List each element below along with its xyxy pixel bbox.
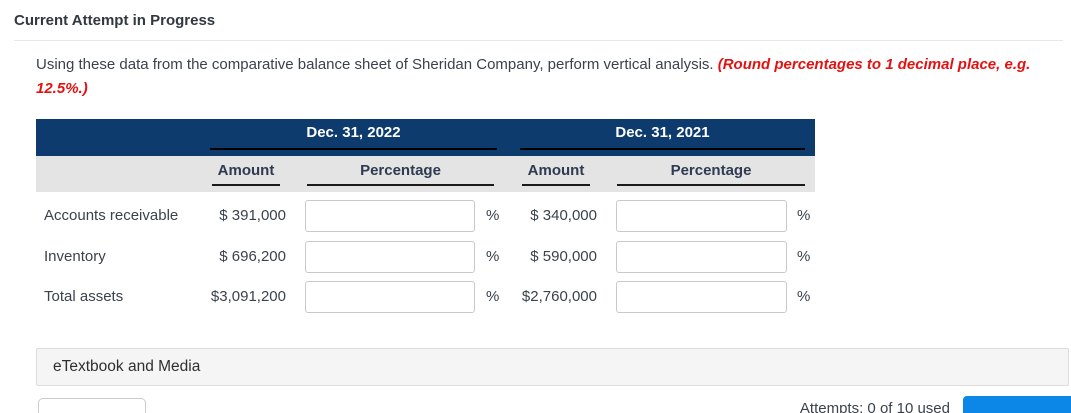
year-header-2021: Dec. 31, 2021 [615,124,710,141]
year-underline-2021 [520,148,805,150]
instruction-normal: Using these data from the comparative ba… [36,56,718,73]
divider [14,40,1063,41]
column-header-amount-2022: Amount [217,162,275,179]
percent-sign: % [486,288,500,305]
row-label: Total assets [44,288,124,305]
row-label: Inventory [44,248,106,265]
submit-button[interactable] [963,396,1071,413]
percentage-input-2022-accounts-receivable[interactable] [305,200,475,232]
column-underline [212,184,280,186]
column-header-amount-2021: Amount [527,162,585,179]
table-row-accounts-receivable: Accounts receivable $ 391,000 % $ 340,00… [36,196,815,237]
percent-sign: % [797,288,811,305]
column-header-percentage-2022: Percentage [360,162,441,179]
percent-sign: % [486,207,500,224]
amount-2022: $3,091,200 [210,288,286,305]
etextbook-and-media-section[interactable]: eTextbook and Media [36,348,1069,386]
percentage-input-2022-inventory[interactable] [305,241,475,273]
page-title: Current Attempt in Progress [14,12,216,29]
amount-2021: $ 590,000 [530,248,597,265]
etextbook-and-media-label: eTextbook and Media [53,358,201,375]
instruction-rounding-example: 12.5%.) [36,80,88,97]
year-header-2022: Dec. 31, 2022 [306,124,401,141]
vertical-analysis-table: Dec. 31, 2022 Dec. 31, 2021 Amount Perce… [36,119,815,331]
percent-sign: % [486,248,500,265]
percent-sign: % [797,248,811,265]
row-label: Accounts receivable [44,207,179,224]
table-row-inventory: Inventory $ 696,200 % $ 590,000 % [36,237,815,278]
table-column-header-band: Amount Percentage Amount Percentage [36,156,815,192]
instruction-rounding-note: (Round percentages to 1 decimal place, e… [717,56,1031,73]
percent-sign: % [797,207,811,224]
percentage-input-2022-total-assets[interactable] [305,281,475,313]
amount-2021: $2,760,000 [521,288,597,305]
column-underline [307,184,494,186]
year-underline-2022 [210,148,497,150]
attempts-counter: Attempts: 0 of 10 used [799,400,950,413]
column-header-percentage-2021: Percentage [670,162,752,179]
amount-2021: $ 340,000 [530,207,597,224]
amount-2022: $ 391,000 [219,207,286,224]
column-underline [522,184,590,186]
column-underline [617,184,805,186]
table-year-header-band: Dec. 31, 2022 Dec. 31, 2021 [36,119,815,156]
table-row-total-assets: Total assets $3,091,200 % $2,760,000 % [36,277,815,318]
partial-bottom-left-button[interactable] [38,398,146,413]
percentage-input-2021-inventory[interactable] [616,241,787,273]
percentage-input-2021-total-assets[interactable] [616,281,787,313]
percentage-input-2021-accounts-receivable[interactable] [616,200,787,232]
instruction-text: Using these data from the comparative ba… [36,53,1071,101]
amount-2022: $ 696,200 [219,248,286,265]
